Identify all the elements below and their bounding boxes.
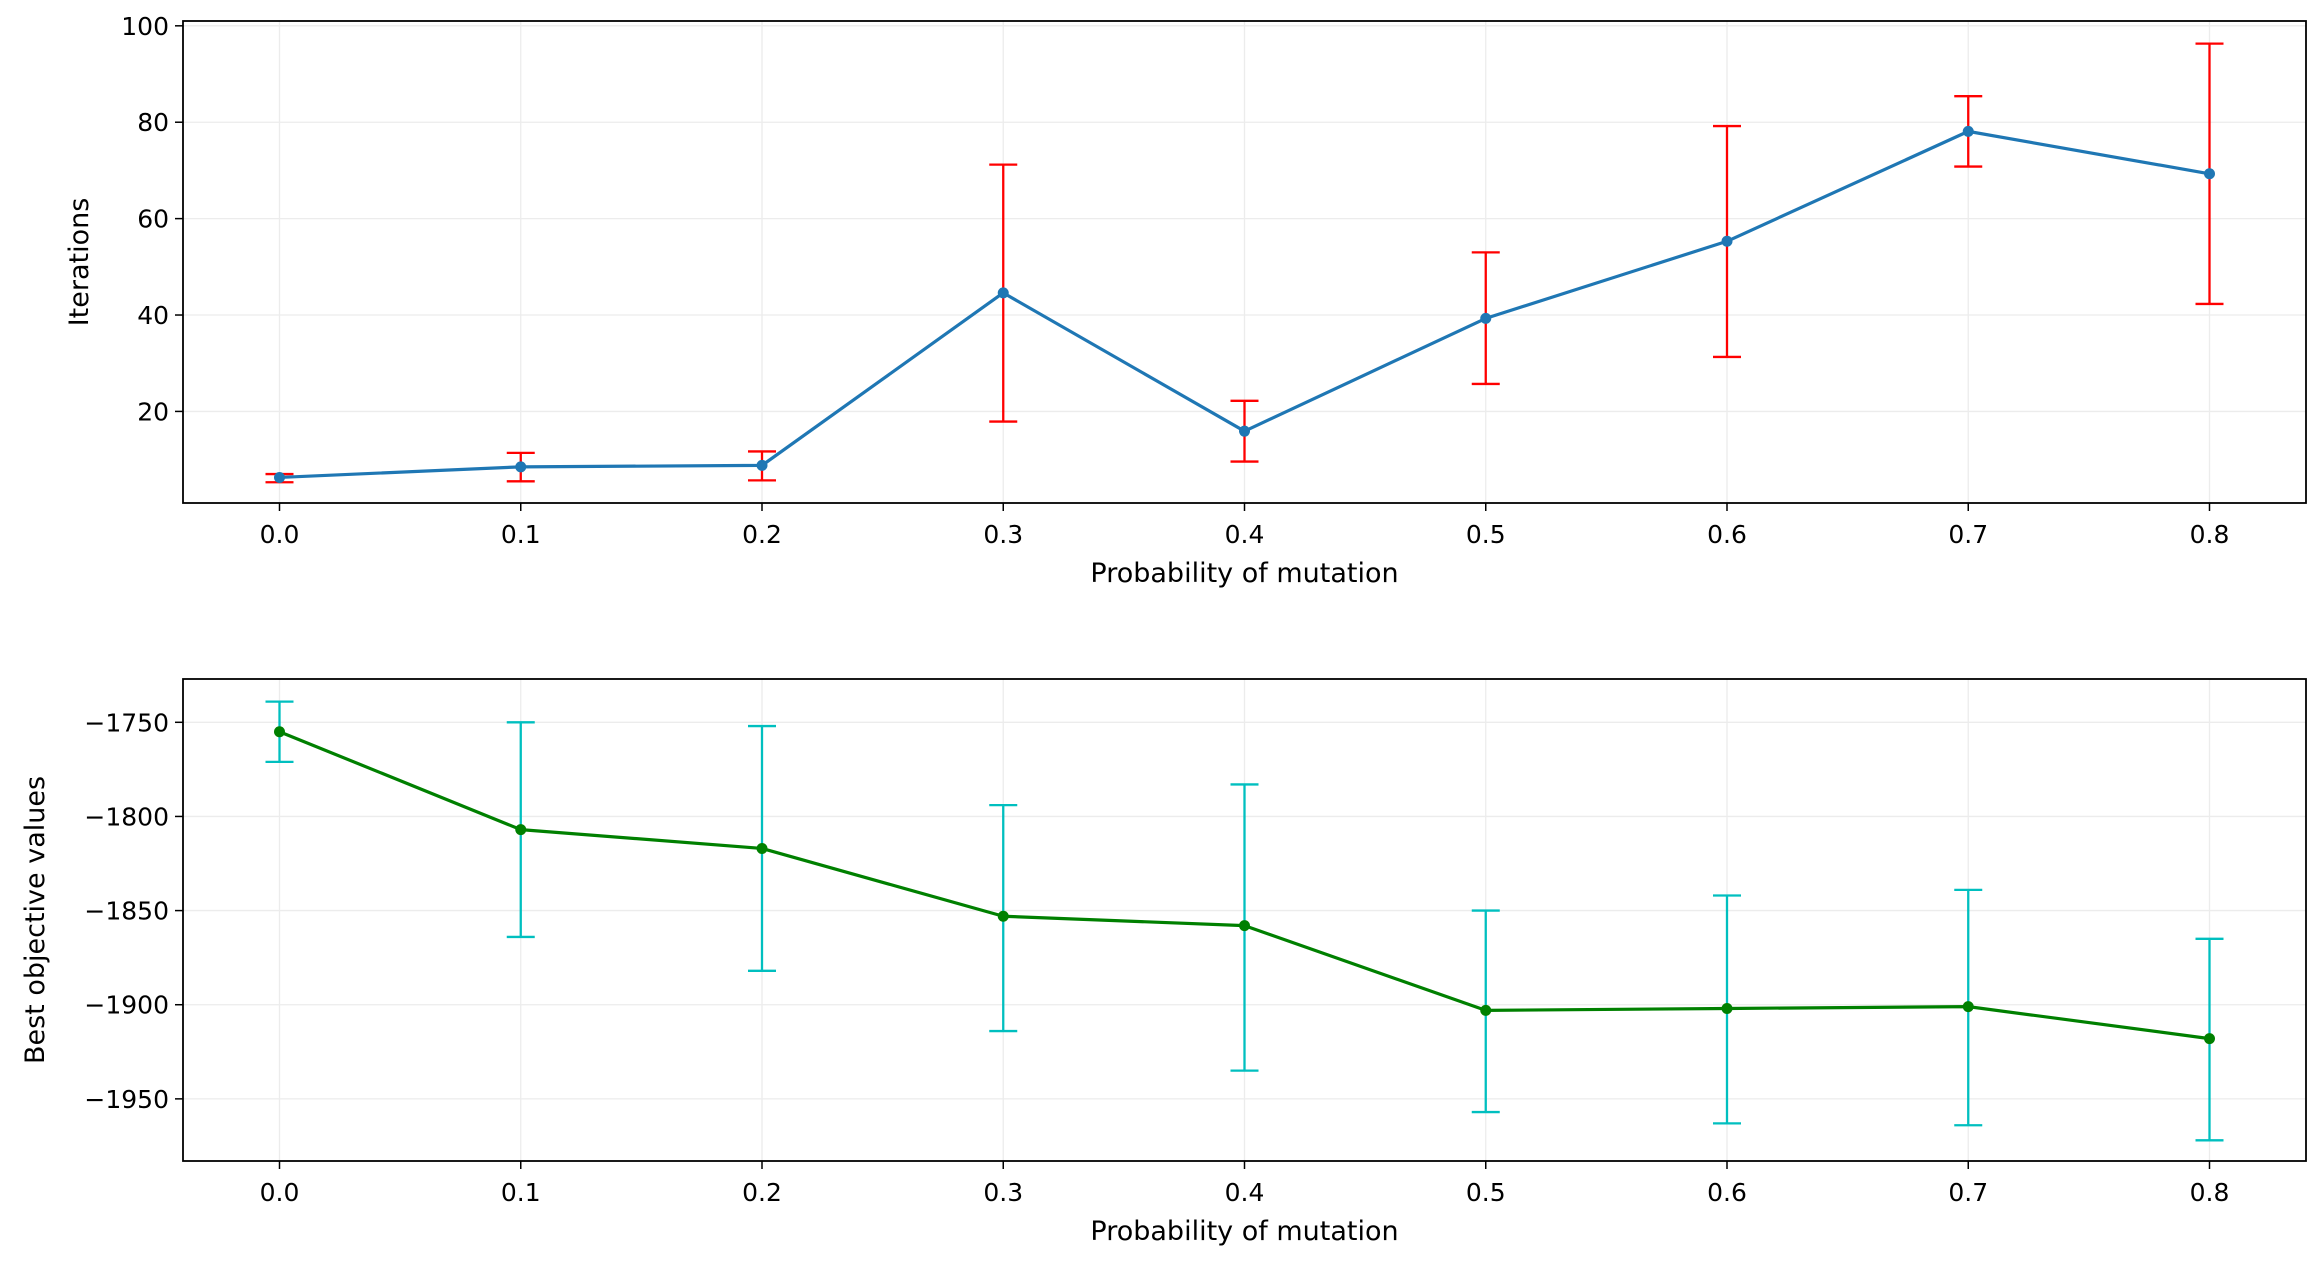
x-tick-label: 0.5 bbox=[1466, 520, 1506, 549]
x-tick-label: 0.6 bbox=[1707, 520, 1747, 549]
data-point bbox=[1962, 1001, 1974, 1013]
data-point bbox=[274, 726, 285, 738]
x-tick-label: 0.2 bbox=[742, 1178, 782, 1207]
data-point bbox=[997, 910, 1009, 922]
data-point bbox=[515, 461, 527, 473]
x-tick-label: 0.1 bbox=[501, 520, 541, 549]
y-tick-label: 20 bbox=[137, 397, 169, 426]
data-point bbox=[1721, 235, 1733, 247]
data-point bbox=[1239, 425, 1250, 437]
x-tick-label: 0.7 bbox=[1948, 520, 1988, 549]
y-tick-label: 100 bbox=[121, 12, 169, 41]
x-tick-label: 0.2 bbox=[742, 520, 782, 549]
data-point bbox=[756, 842, 768, 854]
y-tick-label: 80 bbox=[137, 108, 169, 137]
x-tick-label: 0.5 bbox=[1466, 1178, 1506, 1207]
x-tick-label: 0.7 bbox=[1948, 1178, 1988, 1207]
y-tick-label: −1950 bbox=[84, 1085, 169, 1114]
data-point bbox=[2204, 1033, 2215, 1045]
x-axis-label: Probability of mutation bbox=[1090, 558, 1398, 589]
chart-panel-2: 0.0 0.1 0.2 0.3 0.4 0.5 0.6 0.7 0.8 −1750 −1800 −18… bbox=[20, 678, 2307, 1247]
x-tick-label: 0.8 bbox=[2190, 520, 2230, 549]
chart-panel-1: 0.0 0.1 0.2 0.3 0.4 0.5 0.6 0.7 0.8 20 40 60 80 100 Pr… bbox=[64, 12, 2307, 589]
data-point bbox=[1480, 1004, 1492, 1016]
y-tick-label: −1900 bbox=[84, 991, 169, 1020]
x-tick-label: 0.1 bbox=[501, 1178, 541, 1207]
data-point bbox=[756, 459, 768, 471]
y-tick-label: 40 bbox=[137, 301, 169, 330]
y-tick-label: −1850 bbox=[84, 897, 169, 926]
x-tick-label: 0.3 bbox=[983, 520, 1023, 549]
x-tick-label: 0.8 bbox=[2190, 1178, 2230, 1207]
data-point bbox=[1962, 125, 1974, 137]
x-tick-label: 0.4 bbox=[1225, 1178, 1265, 1207]
y-tick-label: −1800 bbox=[84, 802, 169, 831]
x-tick-label: 0.3 bbox=[983, 1178, 1023, 1207]
x-tick-label: 0.0 bbox=[260, 520, 300, 549]
x-tick-label: 0.4 bbox=[1225, 520, 1265, 549]
data-point bbox=[515, 824, 527, 836]
y-tick-label: −1750 bbox=[84, 708, 169, 737]
data-point bbox=[1721, 1002, 1733, 1014]
plot-frame bbox=[182, 678, 2307, 1162]
plot-frame bbox=[182, 20, 2307, 504]
x-tick-label: 0.0 bbox=[260, 1178, 300, 1207]
x-tick-label: 0.6 bbox=[1707, 1178, 1747, 1207]
x-axis-label: Probability of mutation bbox=[1090, 1216, 1398, 1247]
data-point bbox=[1239, 920, 1250, 932]
y-axis-label: Iterations bbox=[64, 198, 95, 327]
data-point bbox=[274, 471, 285, 483]
data-point bbox=[2204, 168, 2215, 180]
y-tick-label: 60 bbox=[137, 205, 169, 234]
data-point bbox=[997, 287, 1009, 299]
y-axis-label: Best objective values bbox=[20, 776, 51, 1064]
data-point bbox=[1480, 312, 1492, 324]
